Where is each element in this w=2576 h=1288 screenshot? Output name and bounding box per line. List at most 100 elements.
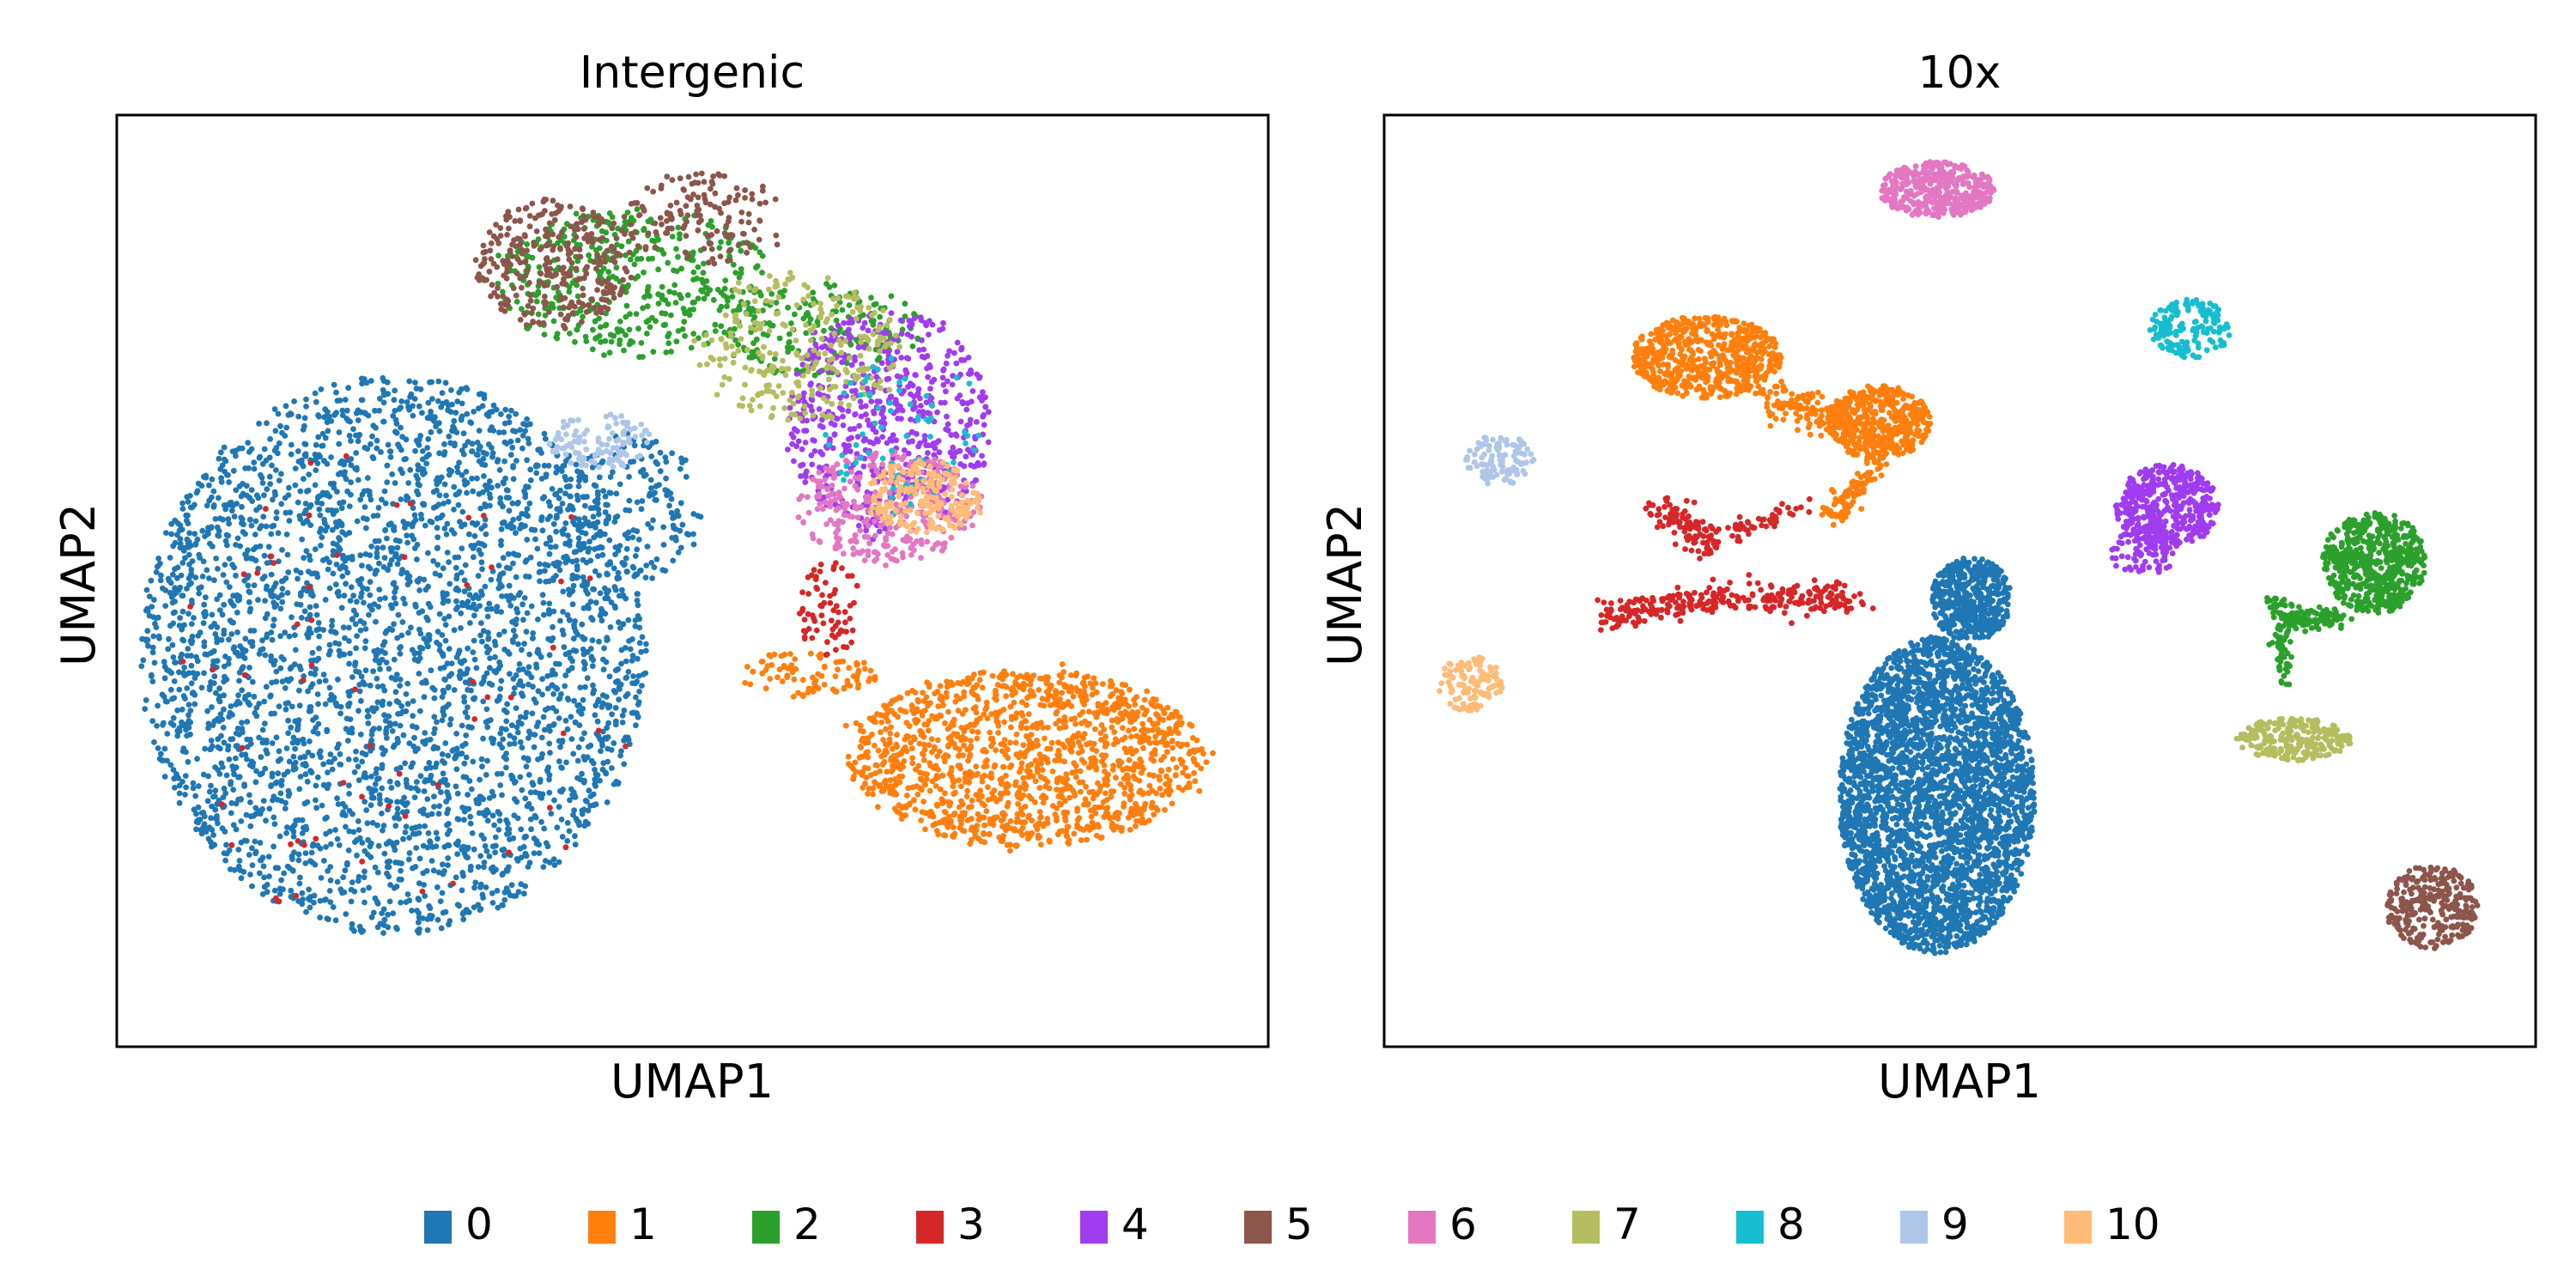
data-point xyxy=(519,721,525,727)
data-point xyxy=(184,494,190,500)
data-point xyxy=(240,726,246,732)
data-point xyxy=(274,780,280,786)
data-point xyxy=(204,708,210,714)
data-point xyxy=(385,912,391,918)
data-point xyxy=(273,580,279,586)
data-point xyxy=(432,687,438,693)
data-point xyxy=(691,542,697,548)
data-point xyxy=(462,482,468,488)
data-point xyxy=(235,847,241,853)
data-point xyxy=(481,473,487,479)
data-point xyxy=(633,722,639,728)
data-point xyxy=(498,411,504,417)
data-point xyxy=(945,683,951,690)
data-point xyxy=(251,813,257,819)
data-point xyxy=(580,583,586,589)
data-point xyxy=(361,600,367,606)
data-point xyxy=(909,760,915,766)
data-point xyxy=(346,756,352,762)
data-point xyxy=(1190,735,1196,741)
data-point xyxy=(295,898,301,904)
data-point xyxy=(553,470,559,476)
data-point xyxy=(403,829,409,835)
data-point xyxy=(223,842,229,848)
data-point xyxy=(623,507,629,513)
data-point xyxy=(346,729,352,735)
data-point xyxy=(277,423,283,429)
data-point xyxy=(1104,741,1110,747)
data-point xyxy=(1121,800,1127,806)
data-point xyxy=(501,481,507,487)
data-point xyxy=(280,886,286,892)
data-point xyxy=(266,873,272,879)
data-point xyxy=(345,738,351,744)
data-point xyxy=(402,761,408,767)
data-point xyxy=(286,412,292,418)
data-point xyxy=(171,722,177,728)
data-point xyxy=(201,602,207,608)
data-point xyxy=(945,824,951,830)
data-point xyxy=(1196,788,1202,794)
data-point xyxy=(617,753,623,759)
data-point xyxy=(465,845,471,851)
data-point xyxy=(674,512,680,518)
data-point xyxy=(387,779,393,785)
data-point xyxy=(193,827,199,833)
data-point xyxy=(1060,787,1066,793)
data-point xyxy=(980,685,986,691)
data-point xyxy=(1139,819,1145,825)
data-point xyxy=(506,495,512,501)
data-point xyxy=(334,795,340,801)
data-point xyxy=(196,805,202,811)
data-point xyxy=(1080,709,1086,715)
data-point xyxy=(195,488,201,494)
data-point xyxy=(255,597,261,603)
data-point xyxy=(285,569,291,575)
data-point xyxy=(438,515,444,521)
data-point xyxy=(201,474,207,480)
data-point xyxy=(201,611,207,617)
data-point xyxy=(472,533,478,539)
data-point xyxy=(424,640,430,646)
data-point xyxy=(913,806,919,812)
data-point xyxy=(322,816,328,822)
data-point xyxy=(313,483,319,489)
data-point xyxy=(246,599,252,605)
data-point xyxy=(620,720,626,726)
data-point xyxy=(228,703,234,709)
data-point xyxy=(433,423,439,429)
data-point xyxy=(560,589,566,595)
data-point xyxy=(599,743,605,749)
data-point xyxy=(988,770,994,776)
data-point xyxy=(157,561,163,567)
data-point xyxy=(166,636,172,642)
data-point xyxy=(1054,815,1060,821)
data-point xyxy=(160,586,166,592)
data-point xyxy=(224,773,230,779)
data-point xyxy=(496,659,502,665)
data-point xyxy=(309,850,315,856)
data-point xyxy=(256,701,262,707)
data-point xyxy=(461,658,467,664)
data-point xyxy=(507,583,513,589)
data-point xyxy=(628,459,634,465)
data-point xyxy=(434,504,440,510)
data-point xyxy=(652,564,658,570)
data-point xyxy=(1103,811,1109,817)
data-point xyxy=(422,788,428,794)
data-point xyxy=(167,762,173,768)
data-point xyxy=(597,778,603,784)
data-point xyxy=(656,482,662,488)
data-point xyxy=(222,653,228,659)
data-point xyxy=(478,620,484,626)
data-point xyxy=(371,601,377,607)
data-point xyxy=(244,483,250,489)
data-point xyxy=(323,844,329,850)
data-point xyxy=(283,685,289,691)
data-point xyxy=(570,601,576,607)
data-point xyxy=(191,531,197,537)
data-point xyxy=(619,560,625,566)
data-point xyxy=(144,628,150,634)
data-point xyxy=(427,380,433,386)
data-point xyxy=(285,590,291,596)
